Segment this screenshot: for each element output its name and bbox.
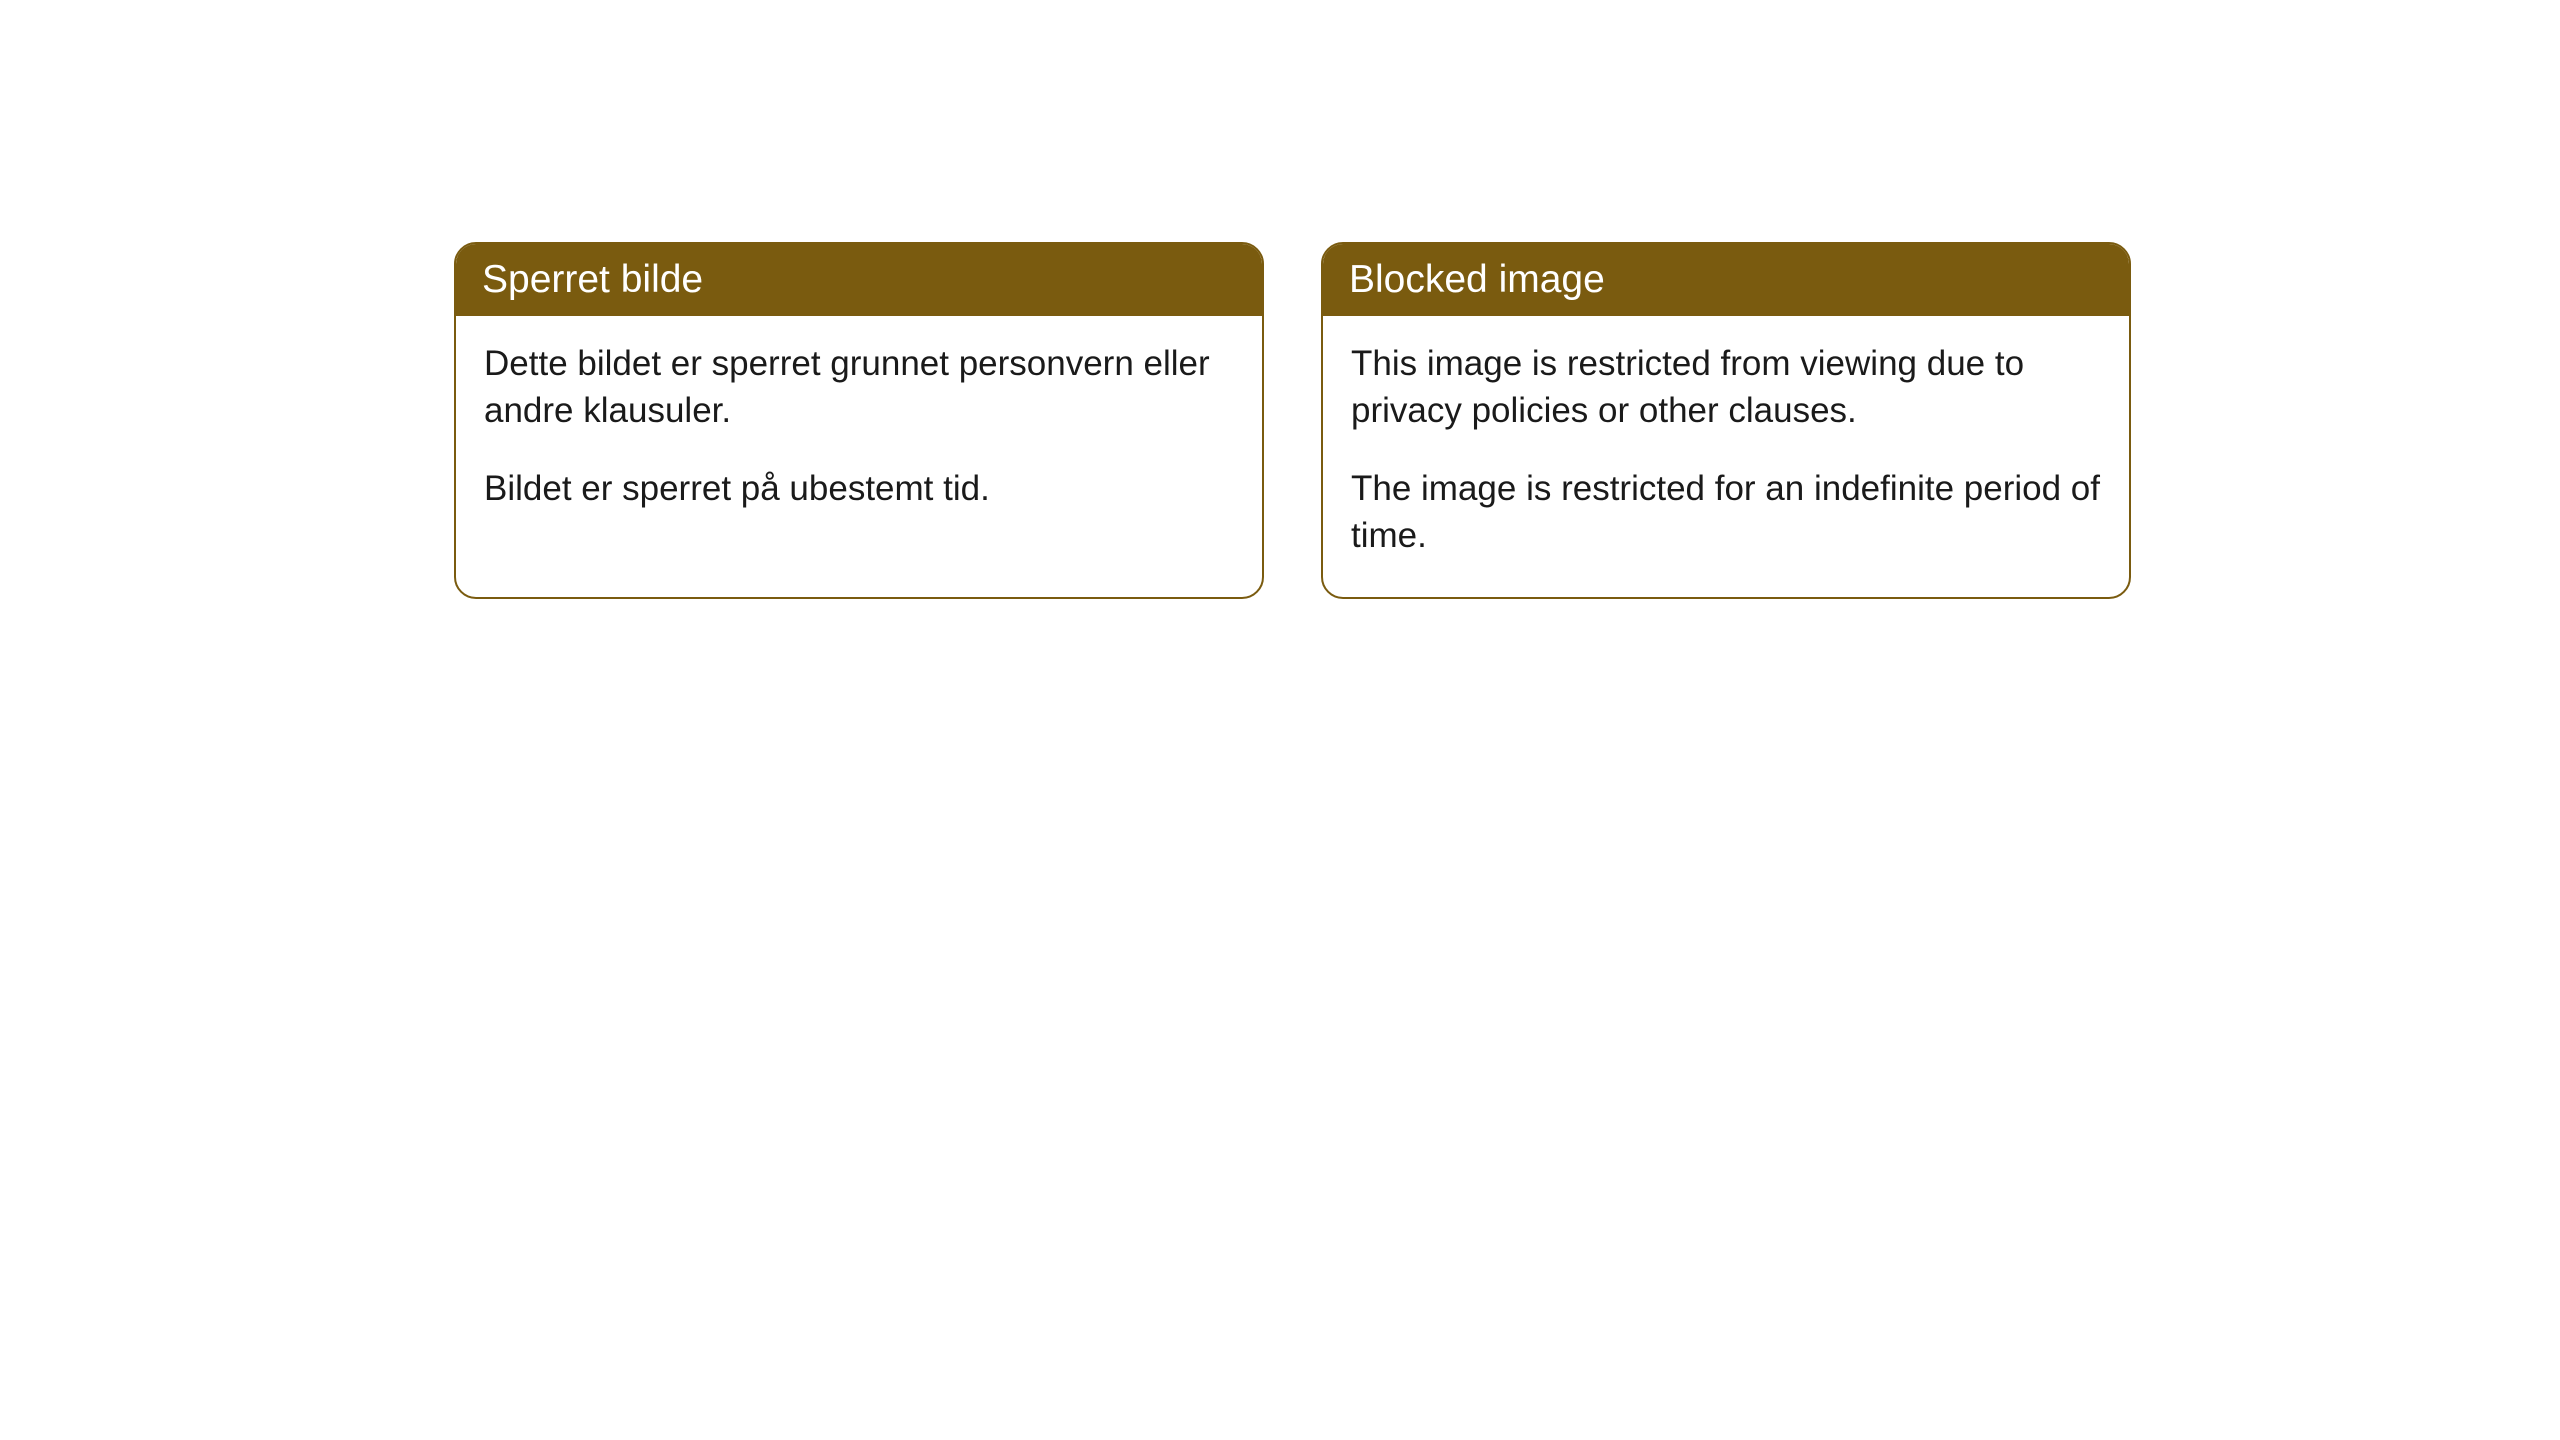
notice-card-english: Blocked image This image is restricted f… <box>1321 242 2131 599</box>
card-title: Blocked image <box>1349 258 1605 301</box>
card-title: Sperret bilde <box>482 258 703 301</box>
card-paragraph: This image is restricted from viewing du… <box>1351 340 2101 435</box>
card-body-english: This image is restricted from viewing du… <box>1323 316 2129 597</box>
notice-card-norwegian: Sperret bilde Dette bildet er sperret gr… <box>454 242 1264 599</box>
card-paragraph: Dette bildet er sperret grunnet personve… <box>484 340 1234 435</box>
card-header-norwegian: Sperret bilde <box>456 244 1262 316</box>
card-paragraph: The image is restricted for an indefinit… <box>1351 465 2101 560</box>
card-header-english: Blocked image <box>1323 244 2129 316</box>
card-body-norwegian: Dette bildet er sperret grunnet personve… <box>456 316 1262 550</box>
card-paragraph: Bildet er sperret på ubestemt tid. <box>484 465 1234 512</box>
notice-cards-container: Sperret bilde Dette bildet er sperret gr… <box>454 242 2131 599</box>
